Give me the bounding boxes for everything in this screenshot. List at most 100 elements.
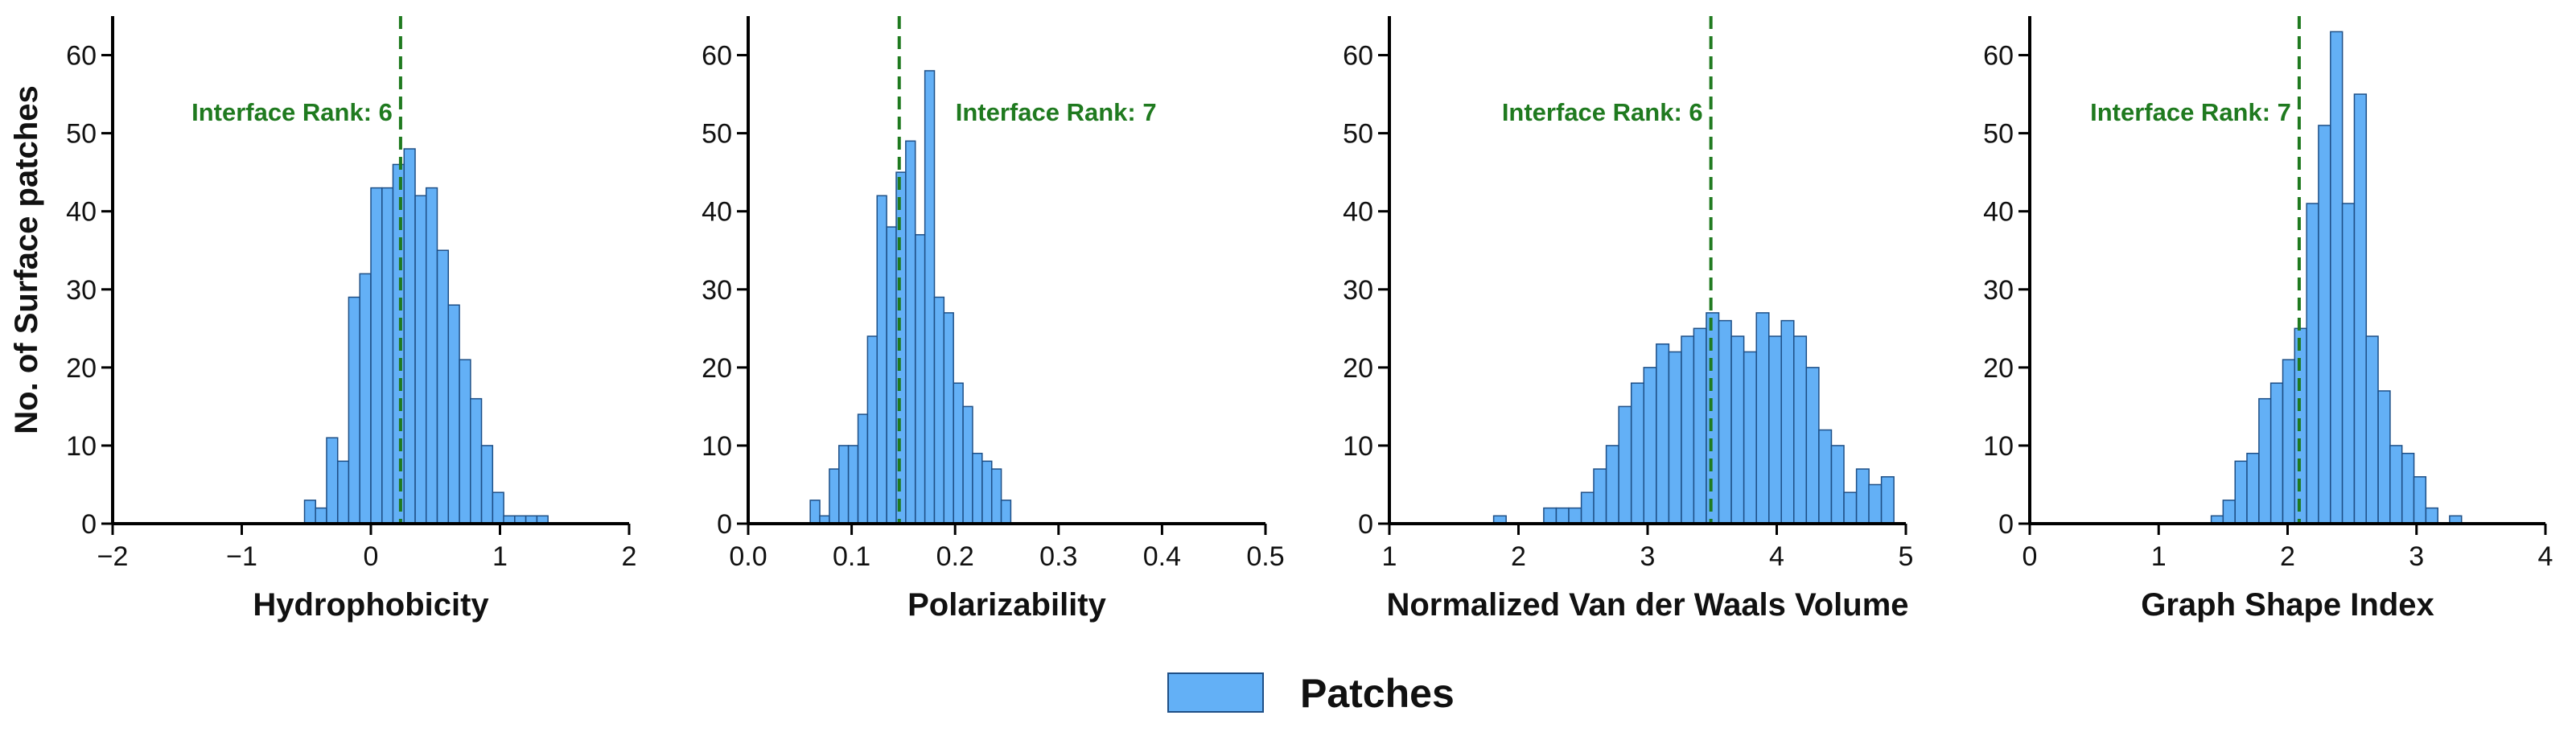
y-tick-label: 0 <box>1358 509 1373 540</box>
histogram-bar <box>381 187 394 524</box>
histogram-panel-3: Interface Rank: 6 0 10 20 30 40 50 60 1 2 3 4 5 Norma… <box>1343 16 1913 623</box>
histogram-panel-2: Interface Rank: 7 0 10 20 30 40 50 60 0.0 0.1 0.2 0… <box>702 16 1285 623</box>
x-tick-label: 5 <box>1899 541 1914 572</box>
x-axis-label: Normalized Van der Waals Volume <box>1386 587 1908 623</box>
histogram-bar <box>943 312 954 524</box>
histogram-bar <box>348 296 360 524</box>
histogram-bar <box>2341 203 2356 524</box>
histogram-bar <box>924 70 936 524</box>
histogram-bar <box>1593 468 1607 524</box>
histogram-bar <box>1706 312 1720 524</box>
histogram-bar <box>1880 476 1895 524</box>
histogram-bar <box>447 304 460 524</box>
histogram-bar <box>953 382 964 524</box>
histogram-bar <box>1793 335 1808 524</box>
histogram-bar <box>1743 351 1757 524</box>
interface-rank-annotation: Interface Rank: 6 <box>191 98 393 126</box>
y-tick-label: 20 <box>1343 353 1373 384</box>
y-tick-label: 50 <box>702 119 732 150</box>
y-tick-label: 10 <box>66 431 97 462</box>
histogram-bar <box>315 507 327 524</box>
histogram-bar <box>1755 312 1770 524</box>
histogram-bar <box>359 273 372 524</box>
legend-swatch-patches <box>1167 672 1264 713</box>
y-tick-label: 40 <box>1983 197 2014 228</box>
y-tick-label: 60 <box>66 41 97 72</box>
x-tick-label: 0.4 <box>1143 541 1181 572</box>
x-tick-label: −1 <box>226 541 257 572</box>
histogram-bar <box>1868 483 1883 524</box>
histogram-bar <box>847 445 859 524</box>
x-tick-label: 4 <box>2538 541 2553 572</box>
histogram-panel-4: Interface Rank: 7 0 10 20 30 40 50 60 0 1 2 3 4 Graph… <box>1983 16 2553 623</box>
histogram-bar <box>1805 367 1820 524</box>
histogram-bar <box>1618 405 1632 524</box>
x-tick-label: 1 <box>492 541 508 572</box>
histogram-bar <box>2413 476 2427 524</box>
histogram-bar <box>2234 460 2248 524</box>
histogram-bar <box>2401 452 2415 524</box>
histogram-bar <box>303 500 317 524</box>
x-tick-label: 0 <box>2023 541 2038 572</box>
y-tick-label: 10 <box>702 431 732 462</box>
histogram-bar <box>2377 390 2391 524</box>
x-tick-label: 0.5 <box>1246 541 1284 572</box>
y-tick-label: 30 <box>1343 275 1373 306</box>
histogram-bar <box>2425 507 2438 524</box>
histogram-bar <box>2282 359 2296 524</box>
histogram-bar <box>886 226 897 524</box>
histogram-bar <box>1855 468 1870 524</box>
y-tick-label: 30 <box>702 275 732 306</box>
histogram-bar <box>1643 367 1657 524</box>
histogram-bar <box>972 452 983 524</box>
y-tick-label: 40 <box>66 197 97 228</box>
y-tick-label: 60 <box>702 41 732 72</box>
x-tick-label: 0.1 <box>833 541 870 572</box>
histogram-bar <box>981 460 993 524</box>
y-tick-label: 20 <box>66 353 97 384</box>
histogram-bar <box>2318 125 2331 524</box>
y-tick-label: 0 <box>717 509 732 540</box>
y-tick-label: 10 <box>1983 431 2014 462</box>
x-tick-label: 3 <box>2409 541 2424 572</box>
y-tick-label: 0 <box>81 509 97 540</box>
x-tick-label: 0.3 <box>1039 541 1077 572</box>
interface-rank-annotation: Interface Rank: 7 <box>2090 98 2291 126</box>
x-tick-label: 2 <box>2280 541 2295 572</box>
histogram-bar <box>2258 397 2272 524</box>
y-tick-label: 0 <box>1998 509 2014 540</box>
x-tick-label: 0 <box>364 541 379 572</box>
y-tick-label: 50 <box>1343 119 1373 150</box>
y-tick-label: 40 <box>702 197 732 228</box>
histogram-bar <box>905 140 916 524</box>
histogram-bar <box>809 500 821 524</box>
y-axis-label: No. of Surface patches <box>9 85 44 434</box>
histogram-bar <box>915 234 926 524</box>
y-tick-label: 20 <box>1983 353 2014 384</box>
histogram-bar <box>1630 382 1644 524</box>
histogram-bar <box>425 187 438 524</box>
x-tick-label: 3 <box>1640 541 1656 572</box>
histogram-bar <box>1543 507 1558 524</box>
histogram-bar <box>1555 507 1570 524</box>
y-tick-label: 40 <box>1343 197 1373 228</box>
y-tick-label: 10 <box>1343 431 1373 462</box>
interface-rank-annotation: Interface Rank: 7 <box>956 98 1157 126</box>
x-axis-label: Polarizability <box>907 587 1106 623</box>
histogram-bar <box>1580 491 1595 524</box>
histogram-bar <box>2306 203 2319 524</box>
x-axis-label: Hydrophobicity <box>253 587 489 623</box>
histogram-bar <box>866 335 879 524</box>
x-tick-label: 2 <box>622 541 637 572</box>
histogram-bar <box>1730 335 1745 524</box>
histogram-bar <box>1681 335 1695 524</box>
histogram-bar <box>2246 452 2260 524</box>
histogram-bar <box>1718 319 1732 524</box>
x-tick-label: −2 <box>97 541 129 572</box>
y-tick-label: 30 <box>66 275 97 306</box>
histogram-bar <box>459 359 471 524</box>
histogram-bar <box>1780 319 1795 524</box>
histogram-bar <box>436 249 450 524</box>
x-tick-label: 4 <box>1769 541 1784 572</box>
